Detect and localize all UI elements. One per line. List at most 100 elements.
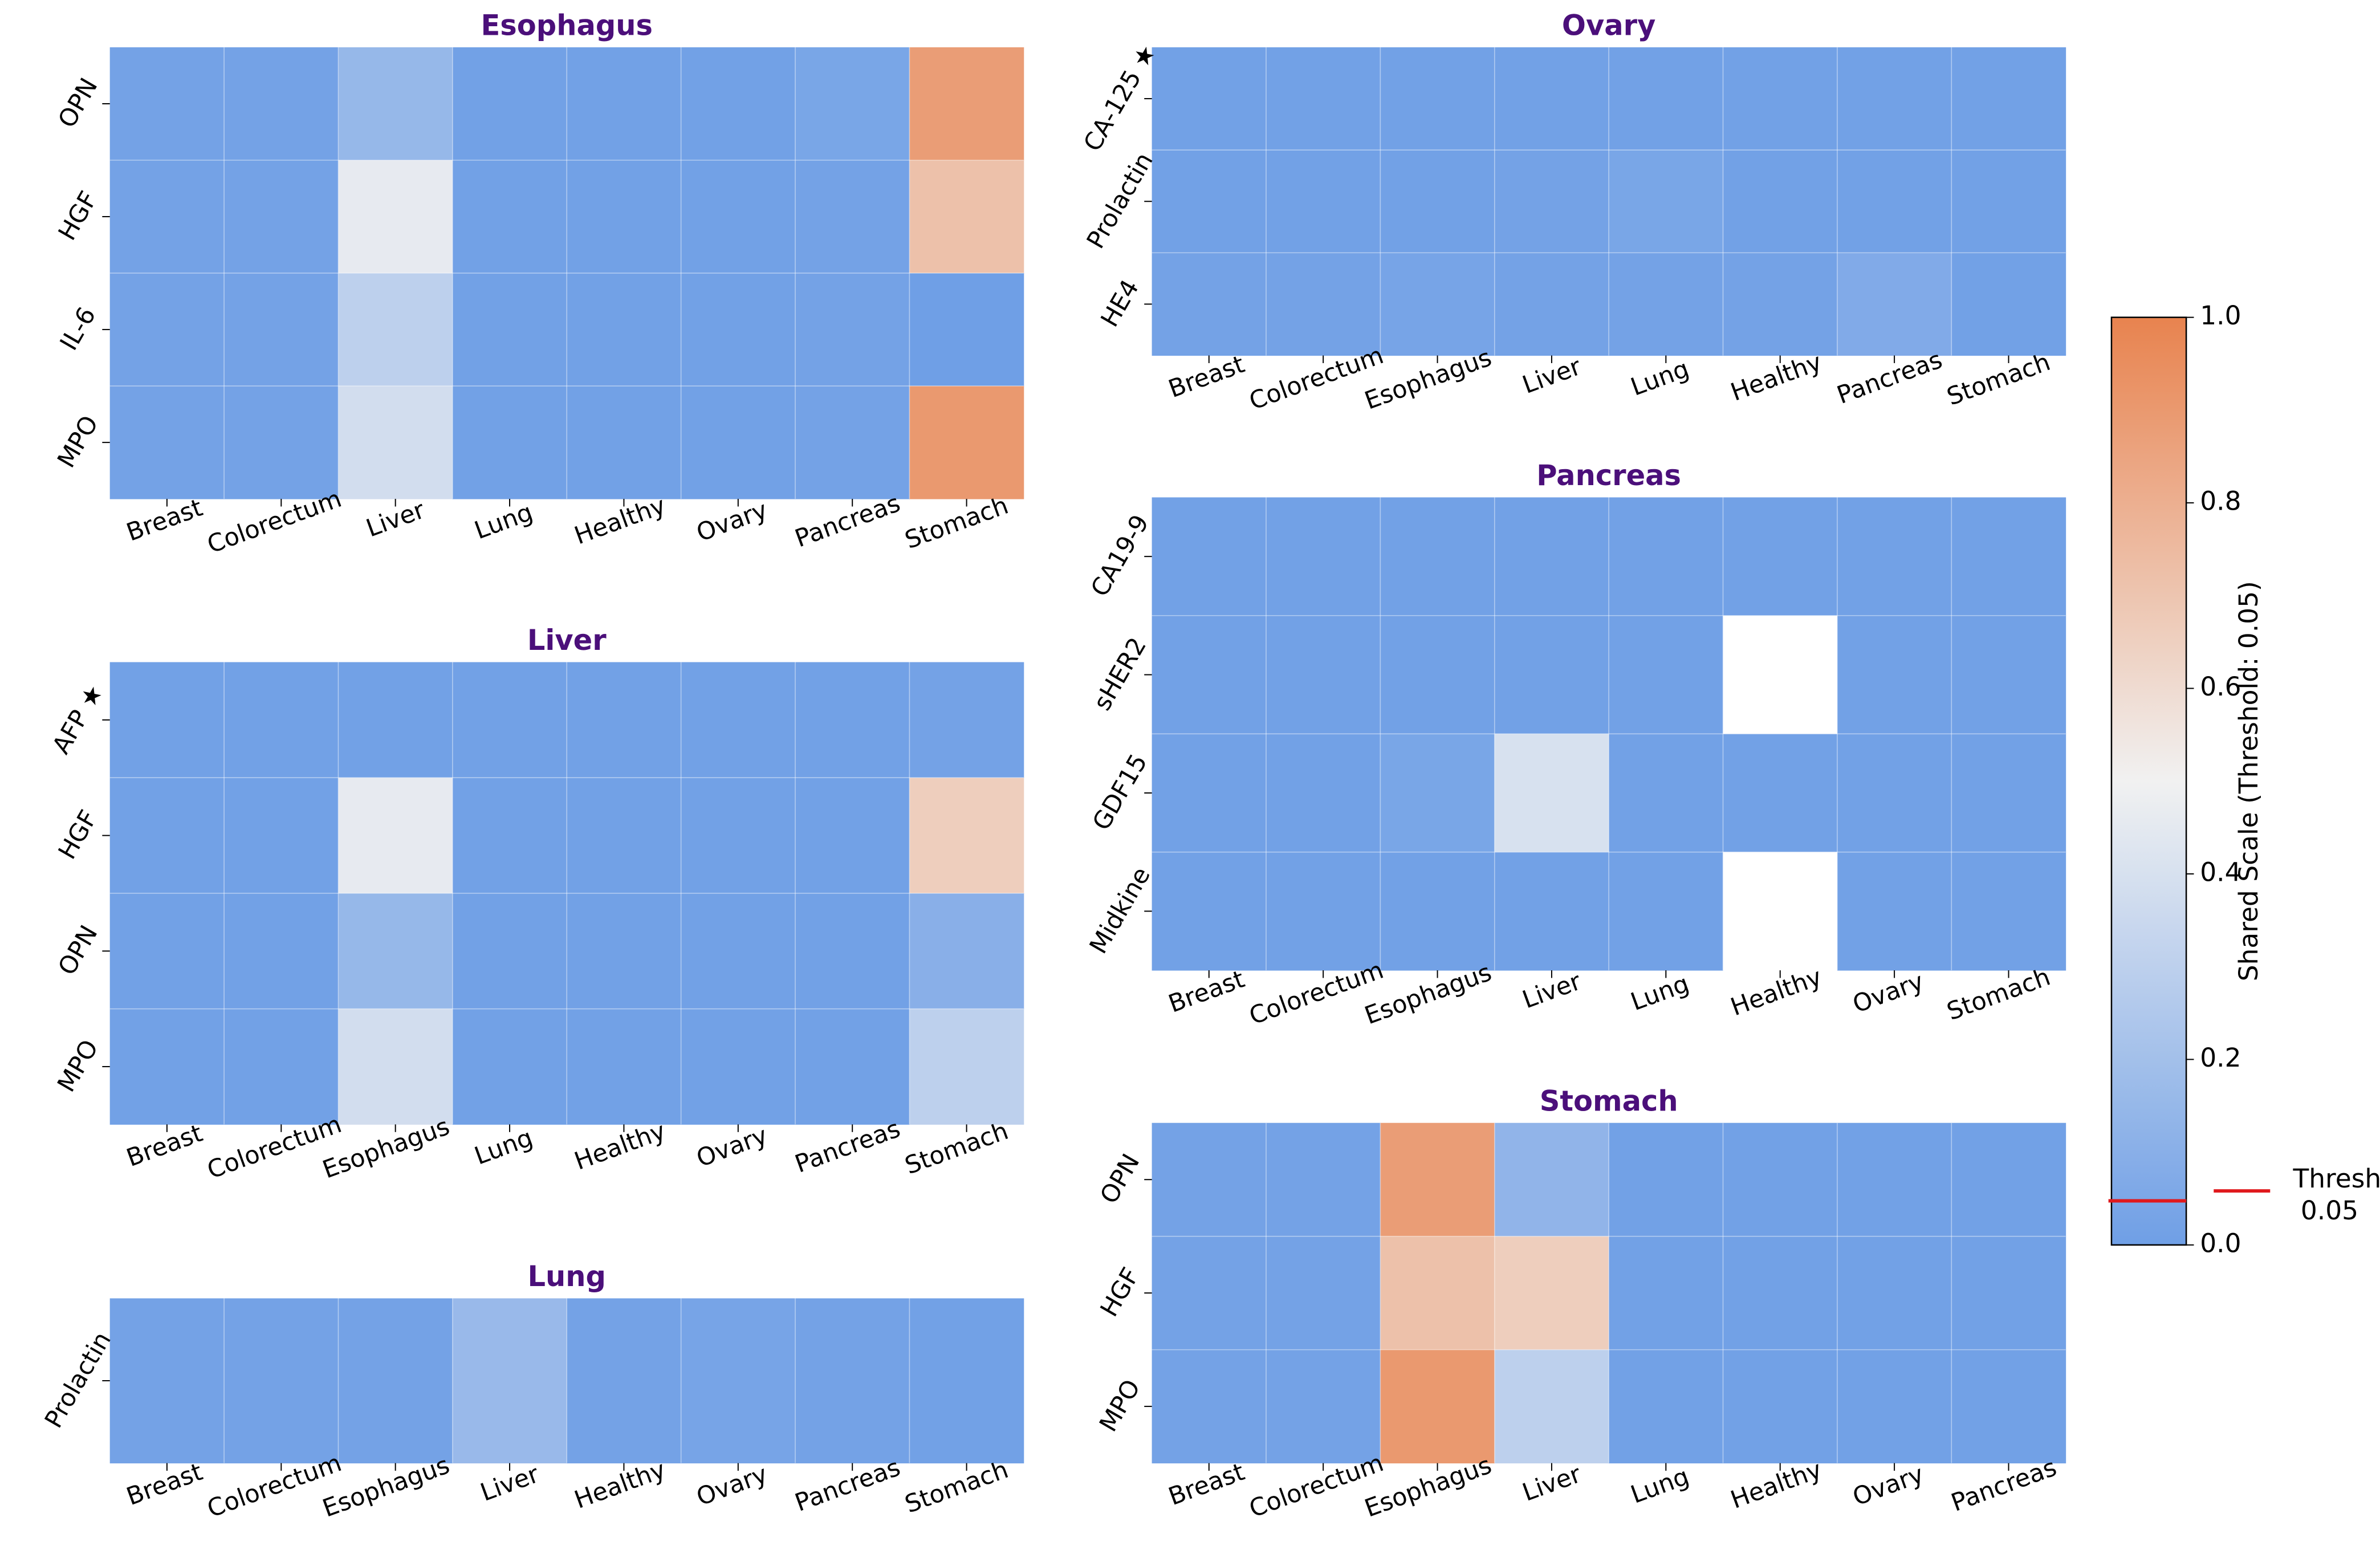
heatmap-cell: [795, 778, 910, 894]
x-tick-label: Breast: [1165, 965, 1248, 1019]
heatmap-cell: [1609, 734, 1724, 853]
y-tick-label: GDF15: [1087, 749, 1153, 835]
heatmap-cell: [681, 273, 796, 387]
heatmap-cell: [338, 386, 453, 499]
heatmap-cell: [1380, 253, 1495, 356]
x-tick-label: Breast: [123, 1458, 206, 1511]
heatmap-cell: [1723, 1236, 1838, 1350]
x-tick-label: Breast: [123, 494, 206, 547]
heatmap-cell: [1266, 47, 1381, 150]
heatmap-cell: [224, 893, 339, 1010]
heatmap-cell: [1951, 150, 2066, 253]
heatmap-cell: [681, 778, 796, 894]
heatmap-cell: [909, 662, 1024, 778]
heatmap-cell: [1380, 1122, 1495, 1237]
heatmap-cell: [1837, 734, 1952, 853]
heatmap-cell: [224, 662, 339, 778]
heatmap-cell: [1266, 1236, 1381, 1350]
colorbar-tick-label: 0.0: [2200, 1228, 2241, 1258]
colorbar-tick-label: 1.0: [2200, 300, 2241, 331]
heatmap-cell: [795, 160, 910, 274]
x-tick-label: Stomach: [901, 1455, 1012, 1519]
heatmap-cell: [1494, 1349, 1609, 1464]
heatmap-cell: [909, 778, 1024, 894]
heatmap-cell: [1380, 47, 1495, 150]
heatmap-cell: [1609, 497, 1724, 616]
heatmap-cell: [1837, 852, 1952, 971]
heatmap-cell: [1609, 852, 1724, 971]
threshold-value-label: 0.05: [2301, 1195, 2358, 1226]
x-tick-label: Healthy: [1727, 963, 1825, 1022]
heatmap-cell: [795, 273, 910, 387]
heatmap-cell: [567, 47, 682, 161]
colorbar-tick-label: 0.8: [2200, 486, 2241, 516]
y-tick-label: AFP ★: [47, 680, 109, 759]
heatmap-cell: [909, 893, 1024, 1010]
heatmap-cell: [681, 386, 796, 499]
heatmap-cell: [1723, 852, 1838, 971]
heatmap-cell: [1609, 150, 1724, 253]
heatmap-cell: [567, 893, 682, 1010]
heatmap-cell: [681, 1298, 796, 1464]
y-tick-label: MPO: [1094, 1375, 1146, 1437]
x-tick-label: Ovary: [693, 496, 771, 548]
heatmap-cell: [338, 893, 453, 1010]
heatmap-cell: [452, 662, 567, 778]
heatmap-cell: [681, 893, 796, 1010]
heatmap-cell: [1609, 47, 1724, 150]
heatmap-cell: [1266, 253, 1381, 356]
heatmap-cell: [1152, 734, 1267, 853]
heatmap-cell: [795, 1298, 910, 1464]
heatmap-cell: [1723, 1122, 1838, 1237]
y-tick-label: sHER2: [1088, 633, 1153, 715]
heatmap-cell: [1951, 1349, 2066, 1464]
heatmap-cell: [1266, 1349, 1381, 1464]
panel-title: Lung: [528, 1260, 606, 1293]
heatmap-cell: [1494, 150, 1609, 253]
heatmap-cell: [224, 386, 339, 499]
heatmap-cell: [1951, 852, 2066, 971]
heatmap-cell: [338, 273, 453, 387]
y-tick-label: IL-6: [55, 302, 102, 355]
heatmap-cell: [1152, 615, 1267, 734]
heatmap-cell: [795, 1008, 910, 1125]
y-tick-label: OPN: [1095, 1149, 1145, 1209]
heatmap-cell: [1837, 1236, 1952, 1350]
y-tick-label: HGF: [53, 186, 103, 245]
heatmap-cell: [1494, 47, 1609, 150]
heatmap-cell: [452, 1008, 567, 1125]
heatmap-cell: [1951, 47, 2066, 150]
heatmap-cell: [1951, 497, 2066, 616]
heatmap-cell: [1494, 1236, 1609, 1350]
heatmap-cell: [909, 386, 1024, 499]
heatmap-cell: [1837, 1122, 1952, 1237]
x-tick-label: Healthy: [571, 491, 669, 551]
heatmap-cell: [909, 47, 1024, 161]
heatmap-cell: [224, 160, 339, 274]
x-tick-label: Ovary: [693, 1460, 771, 1512]
heatmap-cell: [1609, 615, 1724, 734]
x-tick-label: Lung: [471, 1124, 536, 1171]
heatmap-cell: [681, 662, 796, 778]
heatmap-cell: [452, 386, 567, 499]
y-tick-label: MPO: [52, 411, 104, 473]
heatmap-cell: [109, 1008, 225, 1125]
heatmap-cell: [1380, 1349, 1495, 1464]
heatmap-cell: [681, 47, 796, 161]
heatmap-cell: [795, 662, 910, 778]
y-tick-label: Prolactin: [1081, 148, 1159, 254]
heatmap-cell: [1837, 615, 1952, 734]
threshold-label: Threshold: [2292, 1164, 2380, 1194]
colorbar: 0.0 0.2 0.4 0.6 0.8 1.0 Threshold0.05 Shared Sc…: [2108, 300, 2380, 1258]
heatmap-cell: [452, 273, 567, 387]
x-tick-label: Stomach: [1943, 963, 2054, 1027]
y-tick-label: CA-125 ★: [1078, 40, 1162, 157]
heatmap-cell: [1494, 497, 1609, 616]
y-tick-label: Prolactin: [39, 1327, 117, 1433]
heatmap-cell: [109, 778, 225, 894]
heatmap-cell: [224, 1298, 339, 1464]
heatmap-cell: [452, 893, 567, 1010]
colorbar-label: Shared Scale (Threshold: 0.05): [2233, 581, 2264, 981]
